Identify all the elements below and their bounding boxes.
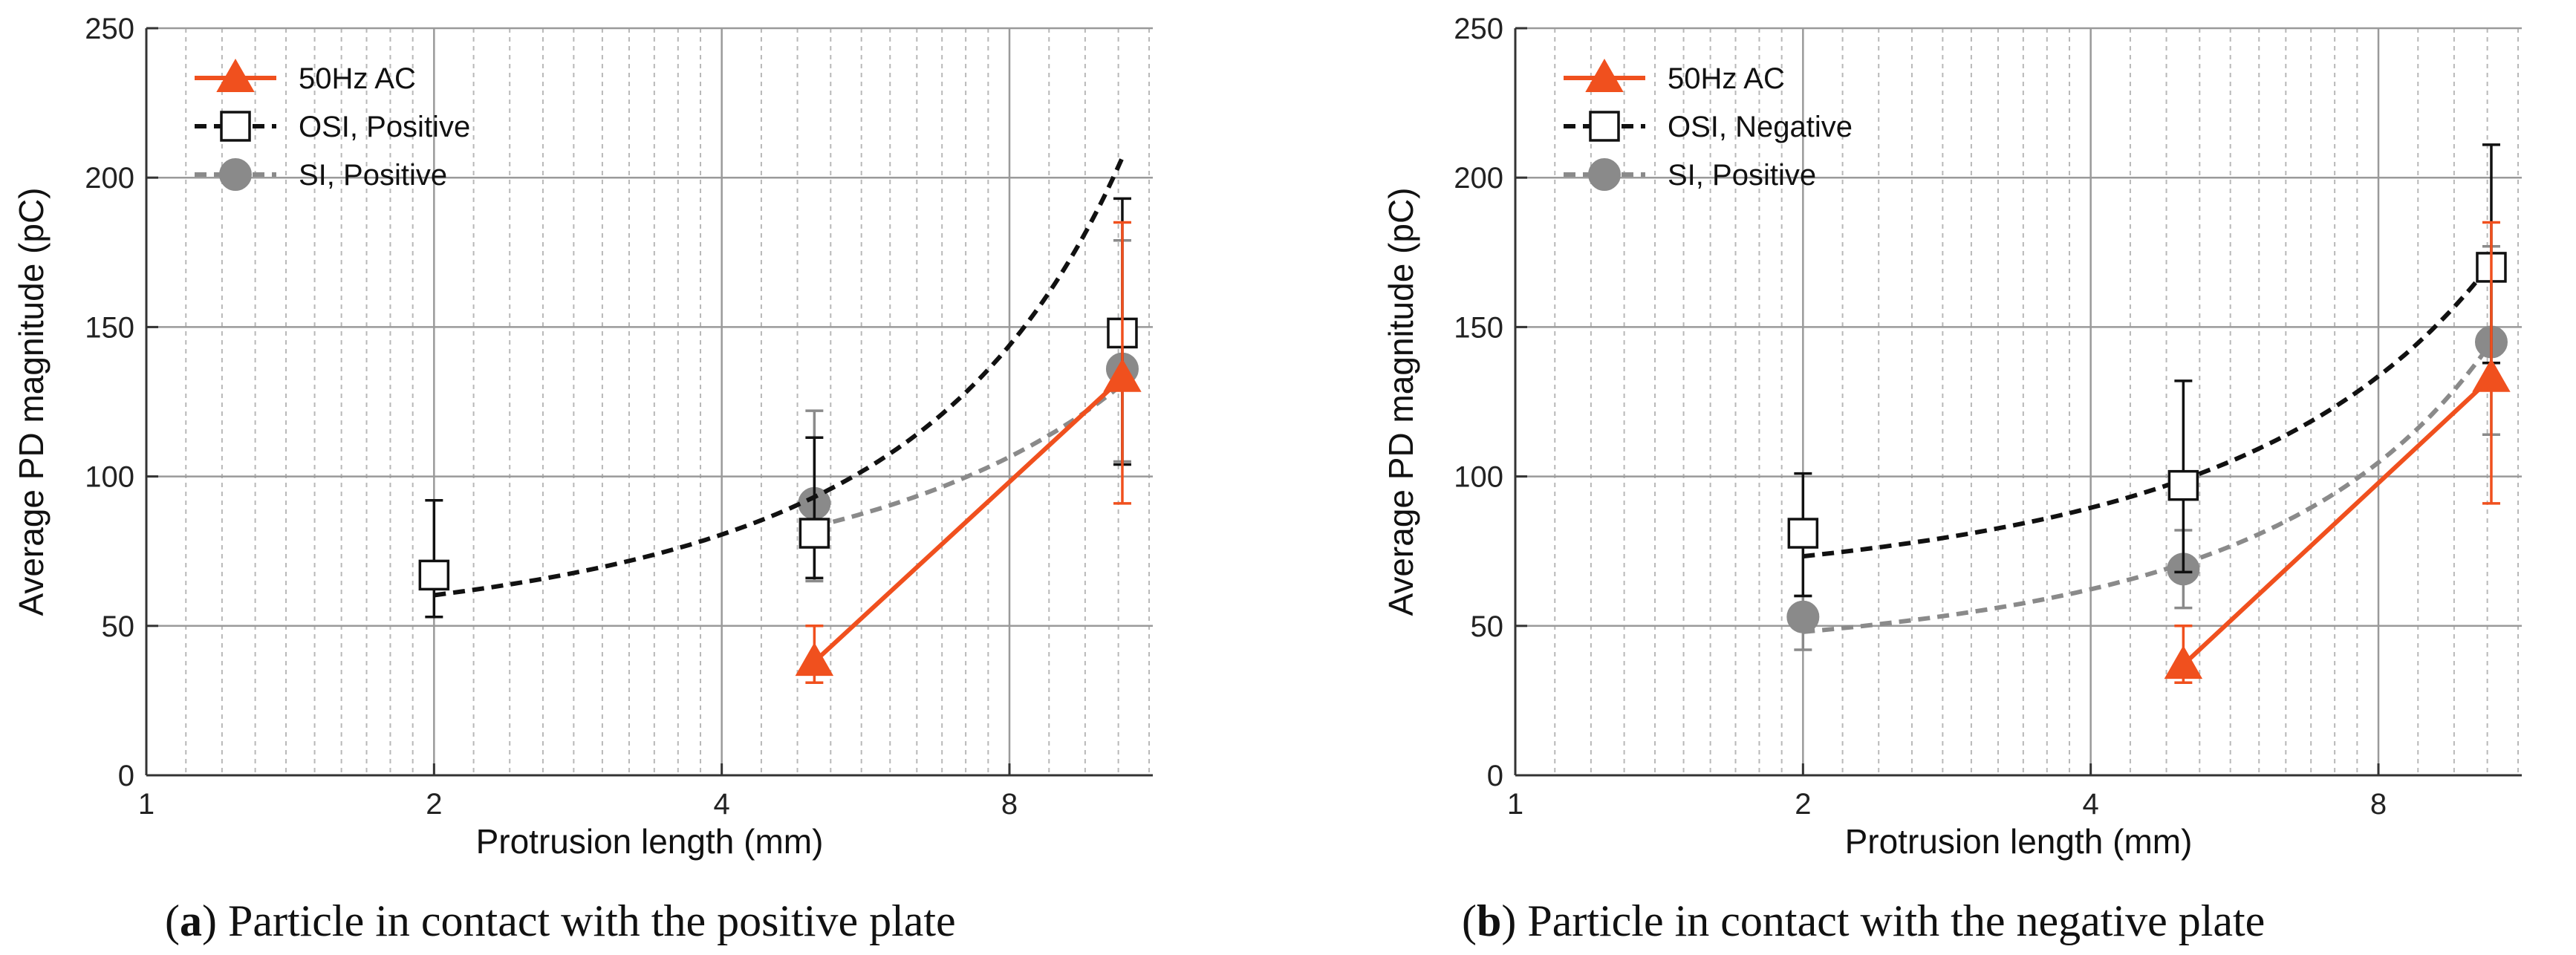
- x-tick-label: 4: [714, 788, 730, 821]
- y-tick-label: 250: [85, 13, 134, 45]
- data-point: [2472, 358, 2511, 392]
- y-tick-label: 200: [85, 162, 134, 195]
- fit-curve: [433, 156, 1125, 598]
- data-point: [418, 559, 450, 591]
- legend-label: 50Hz AC: [299, 62, 416, 95]
- series-line: [813, 376, 1125, 664]
- series-50hz-ac: [2164, 221, 2511, 685]
- series-osi-negative: [1787, 143, 2507, 598]
- fit-curve: [1802, 261, 2494, 559]
- legend-label: SI, Positive: [1668, 159, 1816, 192]
- legend-marker: [216, 58, 255, 92]
- y-tick-label: 250: [1454, 13, 1503, 45]
- legend-marker: [220, 111, 251, 142]
- caption-a: (a) Particle in contact with the positiv…: [165, 896, 956, 945]
- fit-curve: [813, 382, 1124, 529]
- legend-label: 50Hz AC: [1668, 62, 1785, 95]
- data-point: [2167, 469, 2199, 501]
- legend-label: OSI, Negative: [1668, 111, 1853, 143]
- x-tick-label: 2: [1795, 788, 1811, 821]
- y-axis-label: Average PD magnitude (pC): [12, 188, 51, 616]
- legend: 50Hz AC OSI, Positive SI, Positive: [195, 58, 470, 192]
- legend-marker: [1589, 111, 1620, 142]
- legend-marker: [1585, 58, 1624, 92]
- x-tick-label: 8: [1001, 788, 1018, 821]
- legend-label: OSI, Positive: [299, 111, 470, 143]
- legend-marker: [1588, 158, 1621, 191]
- caption-b: (b) Particle in contact with the negativ…: [1462, 896, 2265, 945]
- x-tick-label: 1: [138, 788, 155, 821]
- y-tick-label: 50: [1471, 610, 1504, 643]
- fit-curve: [1803, 341, 2494, 634]
- series-50hz-ac: [795, 221, 1142, 685]
- data-point: [1103, 358, 1142, 392]
- legend-marker: [219, 158, 252, 191]
- y-tick-label: 200: [1454, 162, 1503, 195]
- y-tick-label: 0: [1487, 760, 1503, 792]
- x-tick-label: 8: [2370, 788, 2387, 821]
- series-osi-positive: [418, 156, 1138, 619]
- legend-label: SI, Positive: [299, 159, 447, 192]
- chart-panel-a: 0 50 100 150 200 250 1 2 4 8 Protrusion length (mm…: [12, 13, 1153, 861]
- y-tick-label: 150: [1454, 311, 1503, 344]
- data-point: [799, 518, 830, 549]
- chart-panel-b: 0 50 100 150 200 250 1 2 4 8 Protrusion length (mm…: [1382, 13, 2522, 861]
- data-point: [1786, 600, 1820, 633]
- y-tick-label: 150: [85, 311, 134, 344]
- y-tick-label: 50: [102, 610, 135, 643]
- series-si-positive: [1786, 245, 2508, 651]
- y-tick-label: 0: [118, 760, 134, 792]
- series-line: [2182, 376, 2494, 667]
- x-axis-label: Protrusion length (mm): [1845, 822, 2193, 861]
- data-point: [795, 642, 834, 677]
- legend: 50Hz AC OSI, Negative SI, Positive: [1564, 58, 1853, 192]
- y-axis-label: Average PD magnitude (pC): [1382, 188, 1420, 616]
- x-axis-label: Protrusion length (mm): [476, 822, 824, 861]
- data-point: [2164, 645, 2203, 679]
- y-tick-label: 100: [85, 461, 134, 494]
- y-tick-label: 100: [1454, 461, 1503, 494]
- x-tick-label: 4: [2083, 788, 2099, 821]
- x-tick-label: 2: [426, 788, 442, 821]
- x-tick-label: 1: [1507, 788, 1523, 821]
- data-point: [1787, 518, 1819, 549]
